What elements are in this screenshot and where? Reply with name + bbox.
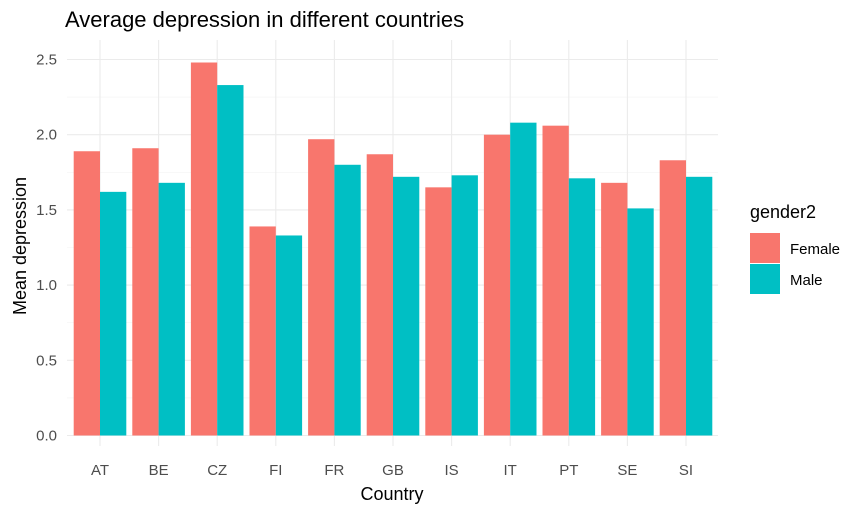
- bar-male-it: [510, 122, 537, 436]
- x-tick-label: IS: [445, 462, 459, 479]
- bars: [73, 62, 713, 436]
- bar-female-fr: [308, 139, 335, 436]
- bar-male-fr: [334, 164, 361, 436]
- bar-female-si: [659, 160, 686, 436]
- bar-male-cz: [217, 85, 244, 436]
- bar-male-be: [158, 182, 185, 436]
- x-tick-label: IT: [504, 462, 517, 479]
- x-tick-label: SE: [617, 462, 637, 479]
- bar-female-it: [483, 134, 511, 436]
- legend-label-female: Female: [790, 241, 840, 258]
- legend-label-male: Male: [790, 272, 823, 289]
- bar-female-pt: [542, 125, 569, 436]
- x-tick-label: AT: [91, 462, 109, 479]
- y-tick-label: 0.0: [36, 428, 57, 445]
- legend-key-female: [750, 233, 780, 263]
- bar-male-is: [451, 175, 478, 436]
- bar-male-si: [686, 176, 713, 436]
- legend: gender2 Female Male: [750, 202, 840, 294]
- x-tick-label: CZ: [207, 462, 227, 479]
- chart-title: Average depression in different countrie…: [65, 7, 464, 32]
- x-tick-label: BE: [149, 462, 169, 479]
- bar-female-at: [73, 151, 100, 436]
- bar-male-at: [100, 191, 127, 436]
- y-tick-label: 1.5: [36, 202, 57, 219]
- bar-female-gb: [366, 154, 393, 436]
- bar-male-gb: [393, 176, 420, 436]
- bar-male-se: [627, 208, 654, 436]
- bar-female-be: [132, 148, 159, 436]
- y-tick-label: 1.0: [36, 277, 57, 294]
- bar-female-se: [601, 182, 628, 436]
- x-tick-label: FI: [269, 462, 282, 479]
- y-tick-label: 2.0: [36, 127, 57, 144]
- x-tick-label: FR: [324, 462, 344, 479]
- x-tick-label: PT: [559, 462, 578, 479]
- y-axis-ticks: 0.0 0.5 1.0 1.5 2.0 2.5: [36, 52, 57, 445]
- bar-male-pt: [568, 178, 596, 436]
- legend-key-male: [750, 264, 780, 294]
- x-axis-ticks: AT BE CZ FI FR GB IS IT PT SE SI: [91, 462, 693, 479]
- x-tick-label: SI: [679, 462, 693, 479]
- bar-female-cz: [190, 62, 218, 436]
- bar-female-is: [425, 187, 452, 436]
- y-tick-label: 2.5: [36, 52, 57, 69]
- legend-title: gender2: [750, 202, 816, 222]
- bar-male-fi: [275, 235, 303, 436]
- x-tick-label: GB: [382, 462, 404, 479]
- y-axis-title: Mean depression: [10, 177, 30, 315]
- y-tick-label: 0.5: [36, 352, 57, 369]
- x-axis-title: Country: [360, 484, 423, 504]
- bar-female-fi: [249, 226, 276, 436]
